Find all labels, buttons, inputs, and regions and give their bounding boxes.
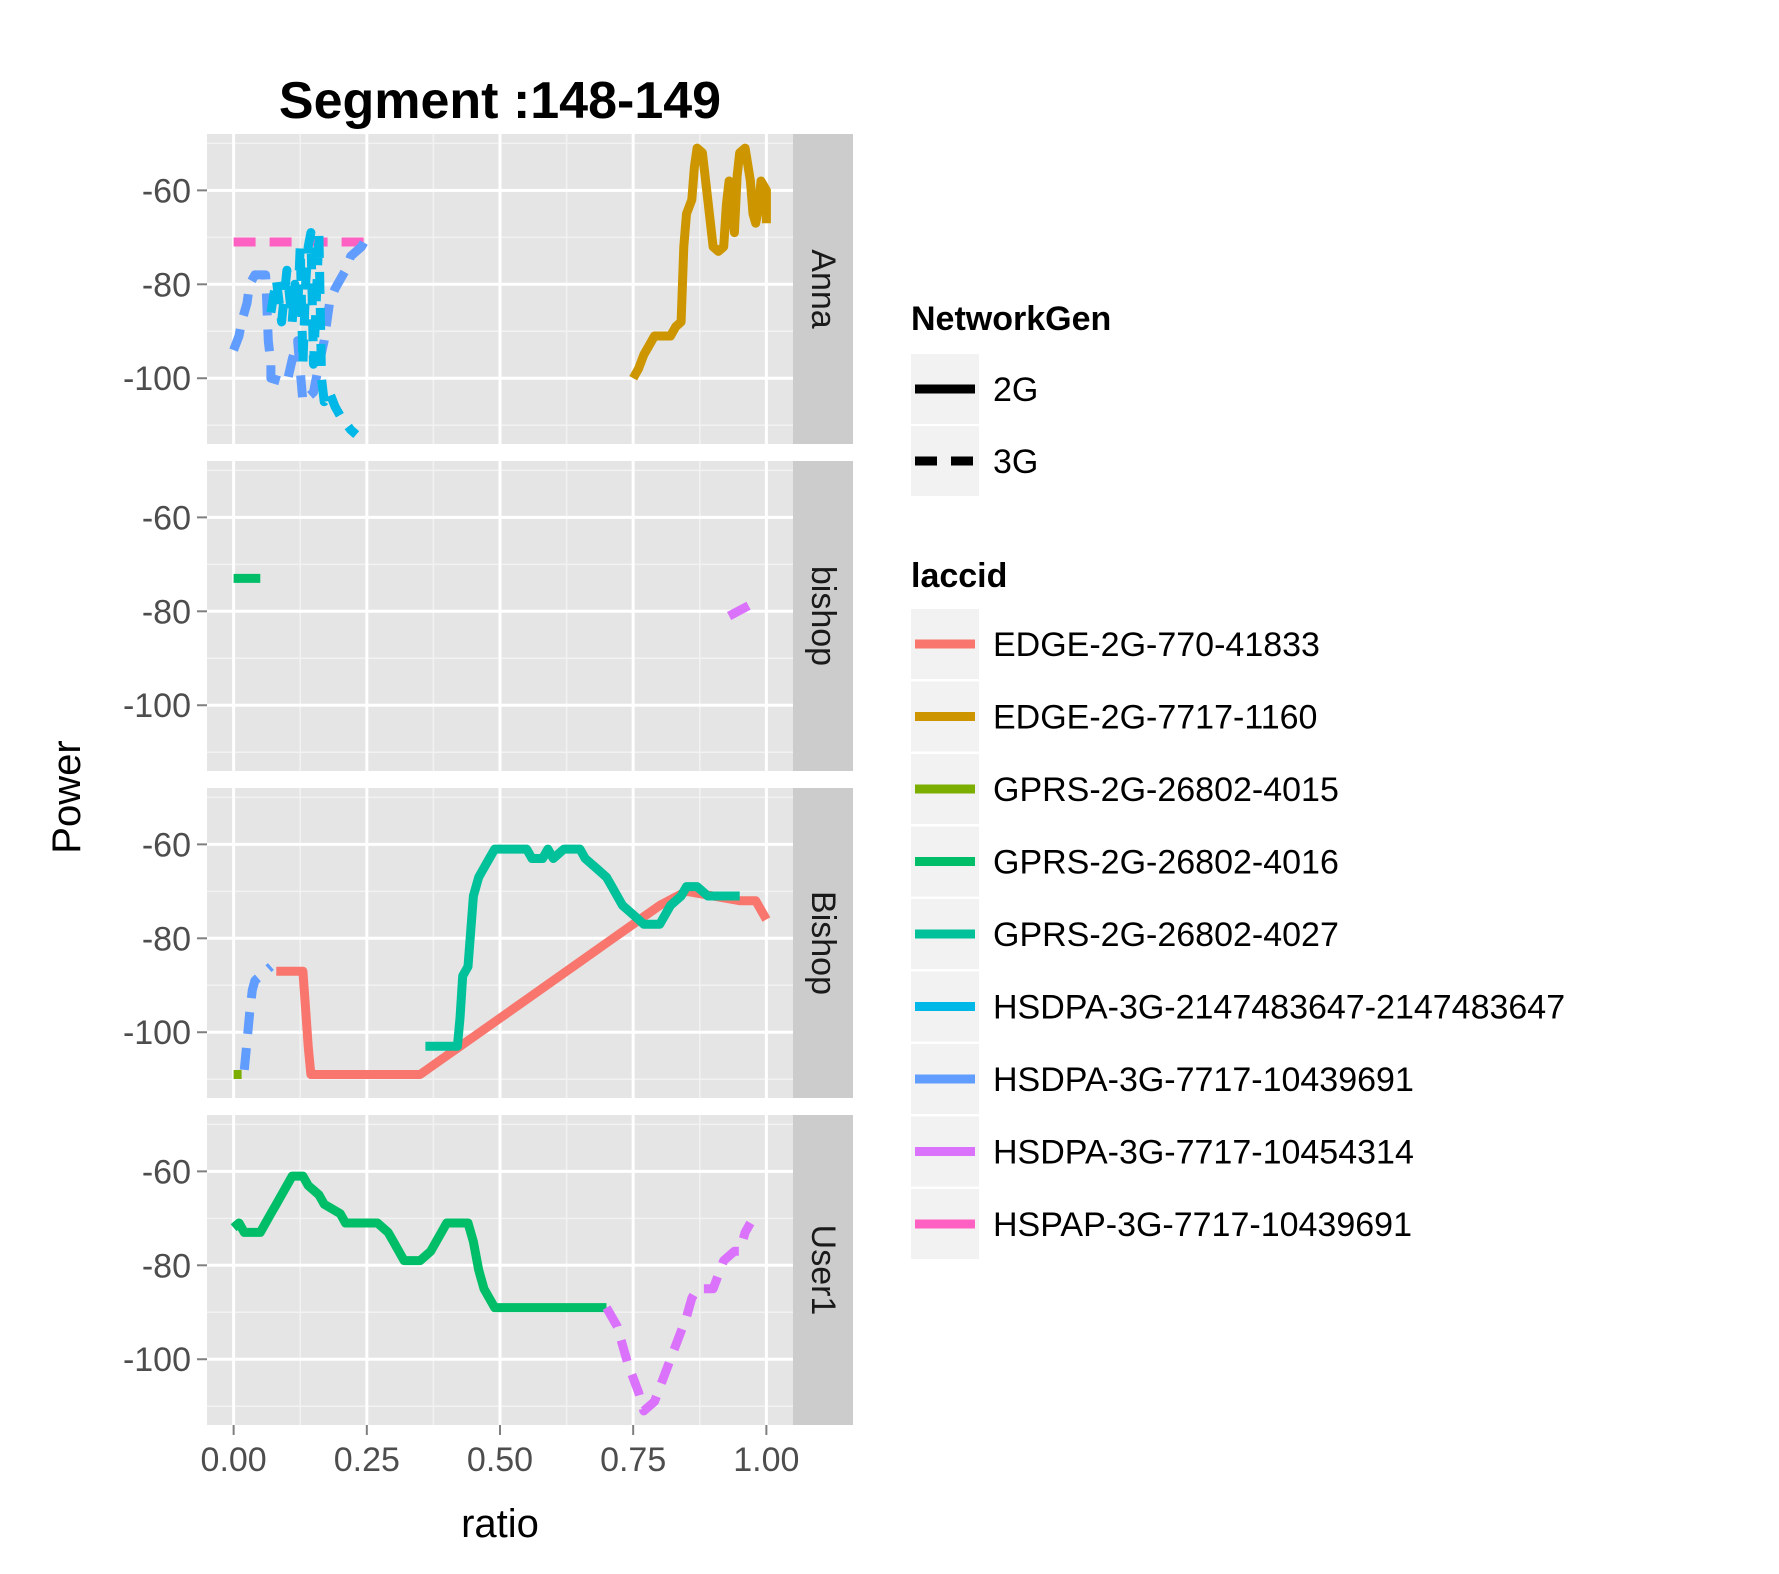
series-line-GPRS-2G-26802-4016 [230,1171,607,1313]
y-tick-label: -60 [142,1153,191,1191]
x-axis-title: ratio [461,1502,539,1546]
y-tick-label: -60 [142,826,191,864]
y-tick-label: -80 [142,593,191,631]
series-line-HSDPA-3G-2147483647-2147483647 [266,228,360,438]
legend-label-3G: 3G [993,443,1038,481]
facet-strip [793,461,853,771]
x-tick-label: 1.00 [733,1441,799,1479]
legend-label-GPRS-2G-26802-4015: GPRS-2G-26802-4015 [993,771,1339,809]
facet-strip [793,134,853,444]
series-line-HSDPA-3G-7717-10454314 [602,1220,755,1416]
y-tick-label: -80 [142,920,191,958]
legend: NetworkGen 2G 3G laccid EDGE-2G-770-41833 EDG… [911,300,1565,1259]
y-tick-label: -100 [123,360,191,398]
y-axis-title: Power [45,740,89,853]
x-tick-label: 0.75 [600,1441,666,1479]
series-line-EDGE-2G-7717-1160 [629,143,771,381]
legend-label-HSPAP-3G-7717-10439691: HSPAP-3G-7717-10439691 [993,1206,1412,1244]
series-line-HSDPA-3G-7717-10439691 [229,235,371,407]
chart-title: Segment :148-149 [279,72,721,130]
x-axis: 0.00 0.25 0.50 0.75 1.00 [201,1425,799,1479]
panel-Anna: -60 -80 -100 Anna [123,134,853,444]
legend-label-HSDPA-3G-2147483647-2147483647: HSDPA-3G-2147483647-2147483647 [993,989,1565,1027]
y-tick-label: -100 [123,1341,191,1379]
facet-strip-label: User1 [804,1225,842,1316]
x-tick-label: 0.50 [467,1441,533,1479]
facet-strip [793,1115,853,1425]
y-tick-label: -80 [142,266,191,304]
x-tick-label: 0.25 [334,1441,400,1479]
facet-strip-label: Bishop [804,891,842,995]
facet-panels: -60 -80 -100 Anna -60 -80 -100 bishop -60 -80 -100… [123,134,853,1425]
legend-label-HSDPA-3G-7717-10454314: HSDPA-3G-7717-10454314 [993,1134,1414,1172]
legend-label-GPRS-2G-26802-4027: GPRS-2G-26802-4027 [993,916,1339,954]
legend-label-GPRS-2G-26802-4016: GPRS-2G-26802-4016 [993,844,1339,882]
facet-strip-label: Anna [804,249,842,328]
legend-title-networkgen: NetworkGen [911,300,1111,338]
series-line-HSDPA-3G-7717-10439691 [239,963,274,1071]
legend-label-2G: 2G [993,371,1038,409]
panel-Bishop: -60 -80 -100 Bishop [123,788,853,1098]
series-layer [229,143,771,1416]
legend-title-laccid: laccid [911,557,1007,595]
y-tick-label: -60 [142,172,191,210]
y-tick-label: -100 [123,1014,191,1052]
y-tick-label: -100 [123,687,191,725]
panel-User1: -60 -80 -100 User1 [123,1115,853,1425]
y-tick-label: -60 [142,499,191,537]
panel-bishop: -60 -80 -100 bishop [123,461,853,771]
x-tick-label: 0.00 [201,1441,267,1479]
legend-label-EDGE-2G-770-41833: EDGE-2G-770-41833 [993,626,1320,664]
y-tick-label: -80 [142,1247,191,1285]
legend-label-HSDPA-3G-7717-10439691: HSDPA-3G-7717-10439691 [993,1061,1414,1099]
legend-label-EDGE-2G-7717-1160: EDGE-2G-7717-1160 [993,699,1317,737]
series-line-HSDPA-3G-7717-10454314 [726,597,758,620]
facet-strip-label: bishop [804,566,842,666]
series-line-GPRS-2G-26802-4027 [425,844,740,1051]
facet-strip [793,788,853,1098]
